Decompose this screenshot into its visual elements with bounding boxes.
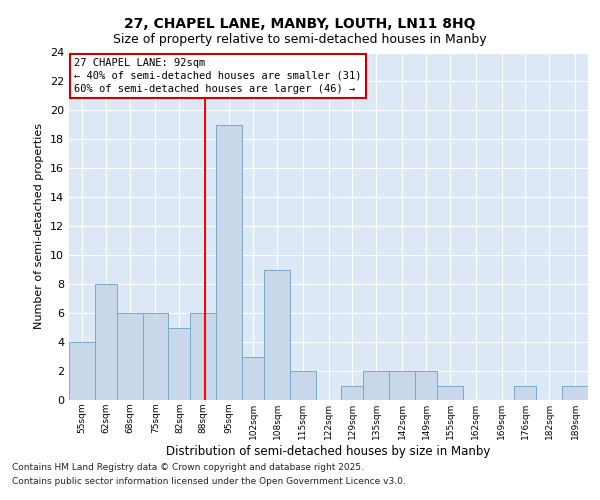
- Bar: [190, 313, 216, 400]
- Text: Contains HM Land Registry data © Crown copyright and database right 2025.: Contains HM Land Registry data © Crown c…: [12, 462, 364, 471]
- Y-axis label: Number of semi-detached properties: Number of semi-detached properties: [34, 123, 44, 329]
- Bar: [415, 371, 437, 400]
- Bar: [169, 328, 190, 400]
- Bar: [514, 386, 536, 400]
- Bar: [216, 125, 242, 400]
- Bar: [264, 270, 290, 400]
- Bar: [364, 371, 389, 400]
- Bar: [389, 371, 415, 400]
- Bar: [562, 386, 588, 400]
- Bar: [143, 313, 169, 400]
- Bar: [117, 313, 143, 400]
- X-axis label: Distribution of semi-detached houses by size in Manby: Distribution of semi-detached houses by …: [166, 444, 491, 458]
- Text: Contains public sector information licensed under the Open Government Licence v3: Contains public sector information licen…: [12, 478, 406, 486]
- Bar: [69, 342, 95, 400]
- Bar: [437, 386, 463, 400]
- Text: Size of property relative to semi-detached houses in Manby: Size of property relative to semi-detach…: [113, 32, 487, 46]
- Text: 27, CHAPEL LANE, MANBY, LOUTH, LN11 8HQ: 27, CHAPEL LANE, MANBY, LOUTH, LN11 8HQ: [124, 18, 476, 32]
- Bar: [341, 386, 364, 400]
- Bar: [290, 371, 316, 400]
- Bar: [242, 356, 264, 400]
- Text: 27 CHAPEL LANE: 92sqm
← 40% of semi-detached houses are smaller (31)
60% of semi: 27 CHAPEL LANE: 92sqm ← 40% of semi-deta…: [74, 58, 362, 94]
- Bar: [95, 284, 117, 400]
